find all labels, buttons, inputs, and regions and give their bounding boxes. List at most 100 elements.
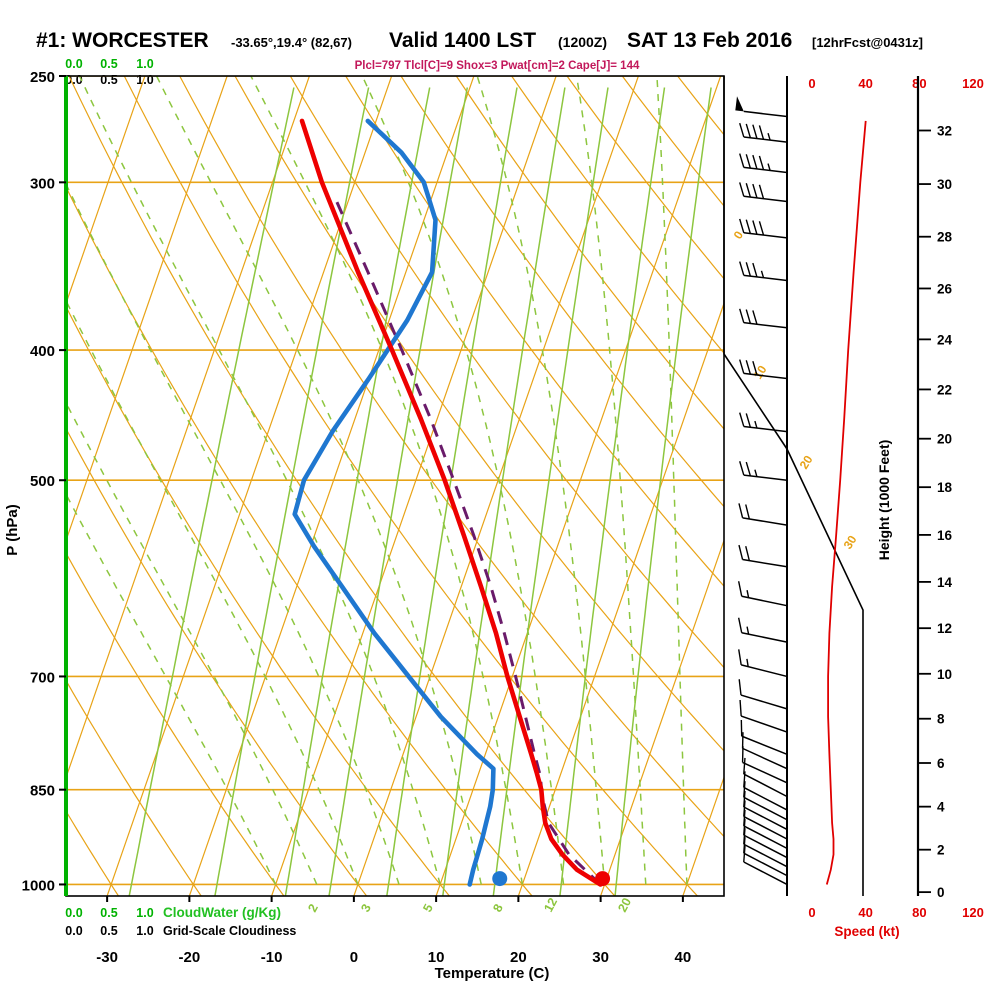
- moist-adiabat-line: [66, 492, 277, 885]
- height-tick-label: 8: [937, 712, 945, 727]
- height-tick-label: 18: [937, 480, 953, 495]
- moist-adiabat-line: [66, 299, 359, 885]
- station-coords: -33.65°,19.4° (82,67): [231, 35, 352, 50]
- height-tick-label: 32: [937, 123, 952, 138]
- wind-barb: [741, 732, 788, 770]
- mixing-ratio-line: [128, 87, 295, 896]
- pressure-tick-label: 700: [30, 669, 55, 686]
- bottom-cloudwater-tick-0: 0.0: [65, 906, 82, 920]
- height-tick-label: 6: [937, 756, 945, 771]
- pressure-tick-label: 500: [30, 473, 55, 490]
- isobar-lines: [66, 76, 724, 886]
- wind-barb: [743, 757, 788, 798]
- dry-adiabat-line: [179, 76, 724, 838]
- mixing-ratio-line: [614, 87, 712, 896]
- cloudiness-axis-label: Grid-Scale Cloudiness: [163, 924, 296, 938]
- moist-adiabat-line: [155, 76, 483, 885]
- wind-barb: [739, 153, 788, 174]
- bottom-cloudiness-tick-0: 0.0: [65, 924, 82, 938]
- sounding-curves: [292, 118, 611, 887]
- forecast-stamp: [12hrFcst@0431z]: [812, 35, 923, 50]
- surface-markers: [492, 871, 611, 887]
- mixing-ratio-line: [214, 87, 370, 896]
- wind-barb: [738, 503, 788, 526]
- speed-tick-label-bottom: 120: [962, 905, 984, 920]
- height-tick-label: 4: [937, 800, 945, 815]
- top-cloudiness-tick-1: 0.5: [100, 73, 117, 87]
- pressure-tick-label: 250: [30, 69, 55, 86]
- speed-tick-label-bottom: 0: [808, 905, 815, 920]
- speed-axis-label: Speed (kt): [834, 924, 899, 939]
- height-tick-label: 14: [937, 575, 953, 590]
- mixing-ratio-line: [284, 87, 431, 896]
- wind-barb: [735, 96, 788, 118]
- height-tick-label: 30: [937, 177, 952, 192]
- cloudwater-axis-label: CloudWater (g/Kg): [163, 905, 281, 920]
- dry-adiabat-line: [66, 427, 368, 896]
- top-cloudwater-tick-1: 0.5: [100, 57, 117, 71]
- wind-barb: [739, 261, 788, 282]
- mixing-ratio-line: [386, 87, 518, 896]
- moist-adiabat-line: [66, 401, 318, 885]
- wind-barb: [743, 781, 788, 821]
- station-title: #1: WORCESTER: [36, 29, 209, 52]
- top-cloudiness-tick-2: 1.0: [136, 73, 153, 87]
- height-axis-label: Height (1000 Feet): [876, 440, 892, 561]
- top-cloudwater-tick-2: 1.0: [136, 57, 153, 71]
- isotherm-line: [600, 538, 724, 896]
- pressure-tick-label: 850: [30, 783, 55, 800]
- wind-barb: [738, 679, 788, 710]
- dry-adiabat-line: [400, 76, 724, 508]
- wind-barb: [743, 790, 788, 831]
- bottom-scale-block: 0.0 0.5 1.0 CloudWater (g/Kg) 0.0 0.5 1.…: [65, 905, 296, 938]
- moist-adiabat-lines: [66, 76, 688, 885]
- bottom-cloudiness-tick-2: 1.0: [136, 924, 153, 938]
- moist-adiabat-line: [78, 76, 441, 885]
- wind-barb: [737, 581, 788, 607]
- speed-tick-label-top: 80: [912, 76, 926, 91]
- valid-date: SAT 13 Feb 2016: [627, 29, 792, 52]
- dry-adiabat-line: [68, 76, 616, 896]
- height-tick-label: 28: [937, 230, 953, 245]
- wind-barb: [740, 719, 788, 756]
- top-cloudwater-tick-0: 0.0: [65, 57, 82, 71]
- wind-barb: [739, 122, 788, 143]
- pressure-tick-label: 1000: [22, 877, 55, 894]
- height-tick-label: 26: [937, 281, 953, 296]
- wind-barb: [739, 412, 788, 433]
- dry-adiabat-line: [511, 76, 724, 354]
- height-tick-label: 0: [937, 885, 945, 900]
- wind-panel-lower-boundary: [786, 448, 864, 896]
- mixing-ratio-label: 20: [615, 896, 634, 915]
- pressure-tick-label: 300: [30, 175, 55, 192]
- wind-panel-upper-boundary: [723, 76, 788, 450]
- temperature-tick-label: 10: [428, 949, 445, 966]
- wind-barb: [743, 800, 788, 840]
- wind-barb-panel: [723, 76, 864, 896]
- isotherm-line: [66, 76, 310, 780]
- bottom-cloudwater-tick-1: 0.5: [100, 906, 117, 920]
- isotherm-line: [66, 76, 228, 543]
- wind-barb: [739, 182, 788, 203]
- dry-adiabat-line: [345, 76, 724, 588]
- mixing-ratio-line: [328, 87, 469, 896]
- wind-barbs-group: [735, 96, 788, 886]
- isotherm-line: [353, 76, 639, 896]
- dry-adiabat-line: [455, 76, 724, 430]
- wind-barb: [739, 699, 788, 733]
- parameters-line: Plcl=797 Tlcl[C]=9 Shox=3 Pwat[cm]=2 Cap…: [355, 60, 640, 72]
- wind-barb: [739, 308, 788, 329]
- moist-adiabat-line: [476, 76, 606, 885]
- wind-barb: [738, 544, 788, 568]
- mixing-ratio-line: [442, 87, 566, 896]
- height-tick-label: 22: [937, 382, 952, 397]
- dry-adiabat-line: [66, 810, 120, 896]
- temperature-curve: [299, 118, 603, 887]
- dry-adiabat-line: [123, 76, 698, 896]
- height-tick-label: 16: [937, 528, 953, 543]
- dry-adiabat-line: [234, 76, 724, 752]
